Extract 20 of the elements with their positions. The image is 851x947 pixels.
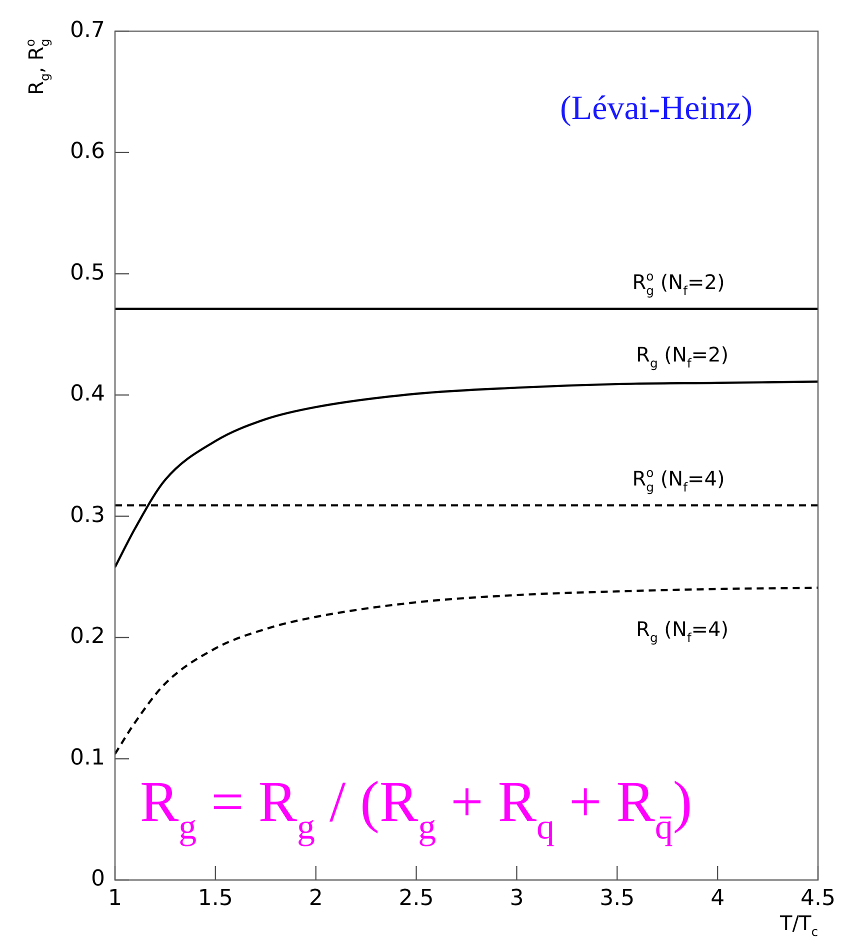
x-tick-label: 4.5 [800,886,836,911]
x-tick-label: 3.5 [600,886,635,911]
y-tick-label: 0.7 [70,18,105,43]
y-tick-label: 0.5 [70,260,105,286]
line-series [115,380,818,568]
x-tick-label: 4 [710,886,725,911]
annotation: (Lévai-Heinz) [560,90,753,128]
x-tick-label: 1 [108,886,122,911]
x-tick-label: 1.5 [198,886,233,911]
line-series [115,586,818,755]
x-tick-label: 2.5 [398,886,434,911]
y-tick-label: 0.6 [70,139,105,164]
y-tick-label: 0.1 [70,745,105,770]
y-tick-label: 0.3 [70,502,105,528]
y-tick-label: 0.4 [70,382,105,407]
y-tick-label: 0 [91,866,105,892]
y-tick-label: 0.2 [70,624,105,650]
y-axis-title: Rg, Rgo [22,38,52,96]
x-tick-label: 3 [510,886,524,911]
x-tick-label: 2 [308,886,323,911]
